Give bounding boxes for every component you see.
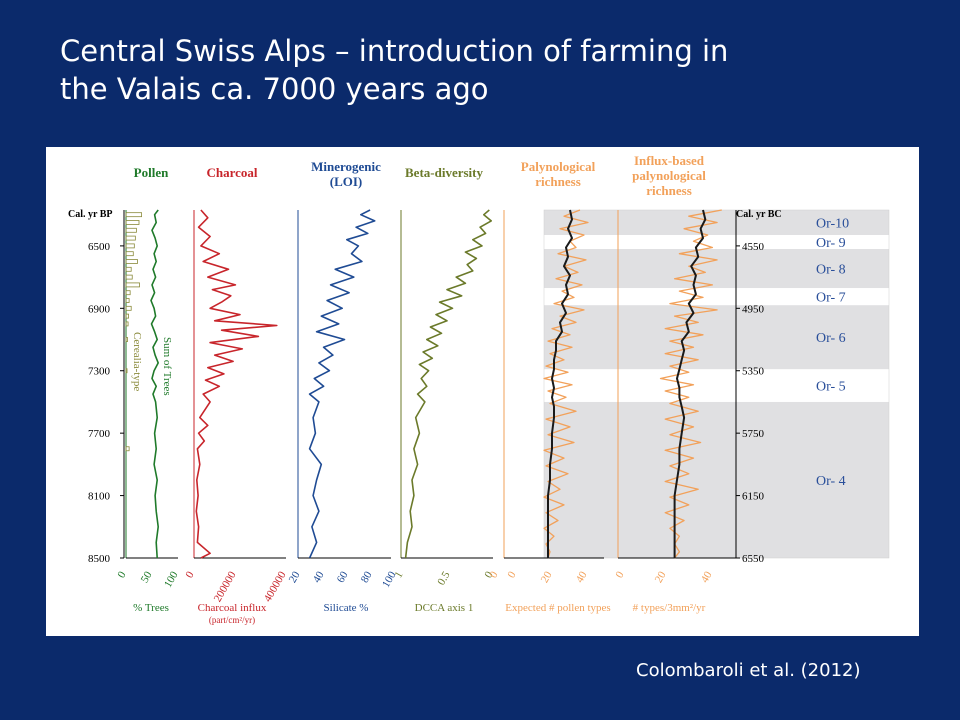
cerealia-bar	[125, 259, 138, 264]
right-tick-label: 4950	[742, 303, 765, 315]
panel-tick-label: 400000	[262, 569, 289, 604]
cerealia-bar	[125, 321, 129, 327]
cerealia-bar	[125, 446, 130, 452]
panel-tick-label: 40	[699, 569, 715, 585]
panel-title: Minerogenic	[311, 159, 381, 174]
panel-tick-label: 200000	[212, 569, 239, 604]
left-tick-label: 6900	[88, 303, 111, 315]
panel-tick-label: 0	[482, 569, 495, 580]
zone-label: Or- 9	[816, 236, 846, 251]
inner-label-cerealia: Cerealia-type	[131, 332, 143, 391]
cerealia-bar	[125, 290, 131, 296]
panel-title: Beta-diversity	[405, 165, 483, 180]
panel-xlabel: # types/3mm²/yr	[633, 602, 706, 614]
cerealia-bar	[125, 251, 134, 257]
panel-tick-label: 0	[505, 569, 518, 580]
cerealia-bar	[125, 220, 140, 225]
panel-tick-label: 40	[311, 569, 327, 585]
cerealia-bar	[125, 274, 133, 280]
left-tick-label: 7700	[88, 428, 111, 440]
cerealia-bar	[125, 368, 128, 374]
panel-tick-label: 80	[359, 569, 375, 585]
zone-label: Or- 6	[816, 331, 846, 346]
panel-xlabel: Silicate %	[324, 602, 369, 614]
zone-band	[544, 305, 889, 370]
series-line-pollen	[150, 209, 159, 559]
panel-title: palynological	[632, 168, 706, 183]
title-line-2: the Valais ca. 7000 years ago	[60, 72, 489, 106]
panel-xlabel: DCCA axis 1	[415, 602, 474, 614]
left-tick-label: 7300	[88, 366, 111, 378]
cerealia-bar	[125, 227, 137, 233]
panel-tick-label: 20	[287, 569, 303, 585]
cerealia-bar	[125, 337, 128, 342]
series-line-charcoal	[195, 209, 278, 559]
panel-tick-label: 20	[653, 569, 669, 585]
panel-tick-label: 20	[539, 569, 555, 585]
right-tick-label: 5350	[742, 366, 765, 378]
right-tick-label: 6550	[742, 553, 765, 565]
pollen-diagram: Or-10 Or- 9 Or- 8 Or- 7 Or- 6 Or- 5 Or- 4 Cal. …	[68, 153, 890, 625]
cerealia-bar	[125, 266, 132, 272]
zone-label: Or- 8	[816, 263, 846, 278]
title-line-1: Central Swiss Alps – introduction of far…	[60, 34, 729, 68]
cerealia-bar	[125, 313, 129, 319]
panel-tick-label: 1	[392, 570, 405, 581]
left-tick-label: 6500	[88, 241, 111, 253]
inner-label-trees: Sum of Trees	[161, 337, 173, 396]
zone-label: Or- 4	[816, 474, 846, 489]
panel-xlabel: Charcoal influx	[198, 602, 267, 614]
panel-tick-label: 50	[139, 569, 155, 585]
series-line-richness	[543, 209, 589, 559]
zone-label: Or- 7	[816, 291, 846, 306]
panel-tick-label: 0	[487, 569, 500, 580]
cerealia-bar	[125, 235, 136, 241]
panel-title: Pollen	[134, 165, 169, 180]
citation: Colombaroli et al. (2012)	[636, 660, 861, 681]
panel-tick-label: 0	[183, 569, 196, 580]
panel-xlabel: Expected # pollen types	[505, 602, 610, 614]
zone-band	[544, 249, 889, 289]
panel-tick-label: 40	[574, 569, 590, 585]
panel-tick-label: 60	[335, 569, 351, 585]
series-line-richness	[547, 209, 573, 558]
right-tick-label: 5750	[742, 428, 765, 440]
panel-tick-label: 0.5	[435, 569, 453, 587]
right-tick-label: 6150	[742, 491, 765, 503]
panel-tick-label: 100	[162, 569, 181, 590]
panel-title: Palynological	[521, 159, 596, 174]
cerealia-bar	[125, 298, 130, 303]
panel-tick-label: 0	[115, 569, 128, 580]
series-line-influx	[673, 209, 707, 558]
zone-band	[544, 401, 889, 558]
figure-panel: Or-10 Or- 9 Or- 8 Or- 7 Or- 6 Or- 5 Or- 4 Cal. …	[46, 147, 919, 636]
left-axis-label: Cal. yr BP	[68, 209, 113, 220]
right-axis-label: Cal. yr BC	[736, 209, 782, 220]
left-tick-label: 8100	[88, 491, 111, 503]
panel-xlabel: (part/cm²/yr)	[209, 615, 255, 625]
right-tick-label: 4550	[742, 241, 765, 253]
panel-title: richness	[646, 183, 692, 198]
zone-label: Or- 5	[816, 380, 846, 395]
slide-title: Central Swiss Alps – introduction of far…	[60, 32, 728, 108]
cerealia-bar	[125, 305, 132, 311]
panel-title: richness	[535, 174, 581, 189]
panel-tick-label: 0	[613, 569, 626, 580]
left-tick-label: 8500	[88, 553, 111, 565]
cerealia-bar	[125, 212, 143, 218]
panel-title: Influx-based	[634, 153, 705, 168]
series-line-beta	[404, 209, 493, 559]
panel-title: Charcoal	[206, 165, 257, 180]
cerealia-bar	[125, 282, 140, 288]
panel-xlabel: % Trees	[133, 602, 169, 614]
cerealia-bar	[125, 243, 135, 249]
panel-title: (LOI)	[330, 174, 363, 189]
series-line-minerogenic	[308, 209, 376, 559]
zone-label: Or-10	[816, 216, 849, 231]
